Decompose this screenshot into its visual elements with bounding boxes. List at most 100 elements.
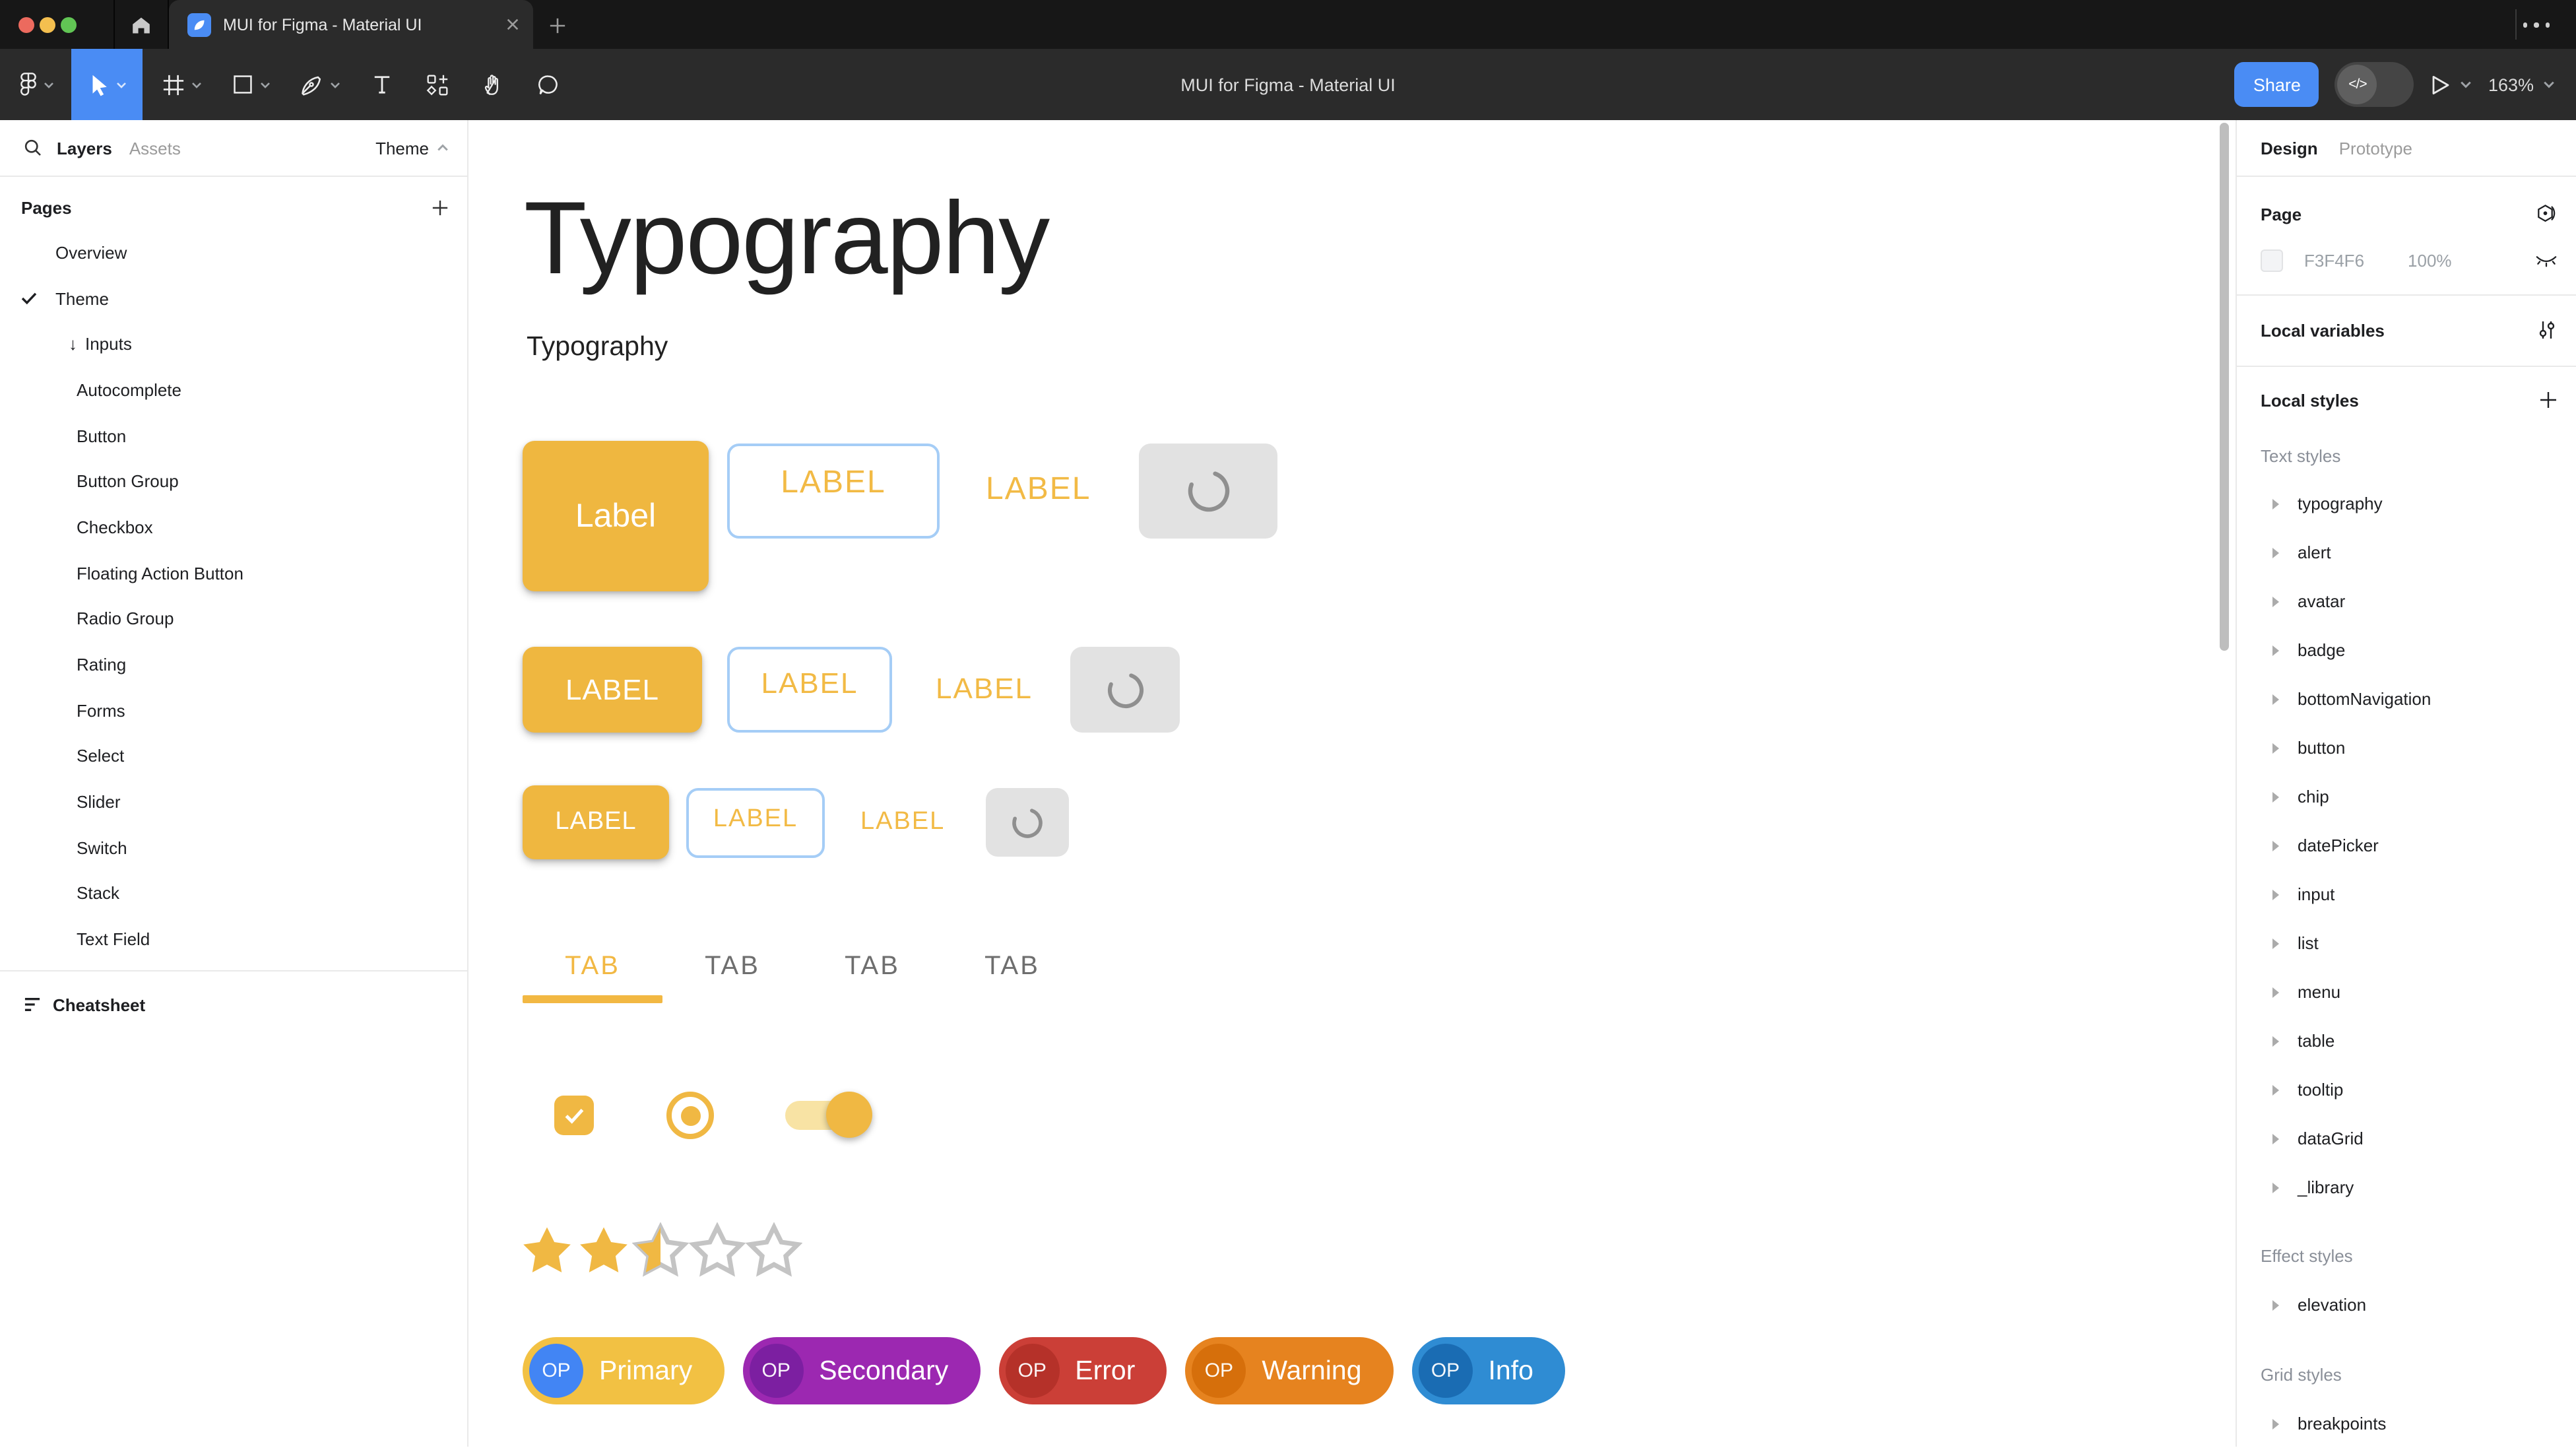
tab-design[interactable]: Design: [2261, 138, 2318, 158]
grid-style-breakpoints[interactable]: breakpoints: [2237, 1399, 2576, 1448]
text-button-small[interactable]: LABEL: [860, 808, 946, 836]
pen-tool-button[interactable]: [290, 49, 348, 120]
chevron-down-icon[interactable]: [2461, 81, 2472, 88]
sidebar-page-select[interactable]: Select: [0, 733, 467, 779]
radio-button-checked[interactable]: [666, 1092, 714, 1139]
text-style-datagrid[interactable]: dataGrid: [2237, 1114, 2576, 1163]
sidebar-page-button[interactable]: Button: [0, 413, 467, 459]
canvas-scrollbar[interactable]: [2220, 123, 2229, 651]
text-style-input[interactable]: input: [2237, 870, 2576, 919]
tab-layers[interactable]: Layers: [57, 138, 112, 158]
disclosure-triangle-icon[interactable]: [2272, 1036, 2279, 1046]
sidebar-page-inputs[interactable]: ↓ Inputs: [0, 321, 467, 367]
close-window-button[interactable]: [18, 17, 34, 33]
canvas-tab-1[interactable]: TAB: [523, 929, 662, 1003]
current-page-selector[interactable]: Theme: [375, 138, 449, 158]
design-canvas[interactable]: Typography Typography Label LABEL LABEL …: [468, 120, 2236, 1447]
sidebar-page-floating-action-button[interactable]: Floating Action Button: [0, 550, 467, 596]
sidebar-page-rating[interactable]: Rating: [0, 642, 467, 687]
text-style-list[interactable]: list: [2237, 919, 2576, 968]
sidebar-page-stack[interactable]: Stack: [0, 871, 467, 916]
outlined-button-small[interactable]: LABEL: [686, 788, 825, 858]
contained-button-large[interactable]: Label: [523, 441, 709, 591]
chip-info[interactable]: OP Info: [1411, 1337, 1565, 1404]
switch-on[interactable]: [785, 1092, 872, 1138]
loading-button-large[interactable]: [1139, 444, 1277, 539]
contained-button-medium[interactable]: LABEL: [523, 647, 702, 733]
hand-tool-button[interactable]: [470, 49, 515, 120]
disclosure-triangle-icon[interactable]: [2272, 1084, 2279, 1095]
sidebar-page-theme[interactable]: Theme: [0, 275, 467, 321]
move-tool-button[interactable]: [71, 49, 143, 120]
frame-tool-button[interactable]: [153, 49, 211, 120]
text-style-button[interactable]: button: [2237, 723, 2576, 772]
chip-secondary[interactable]: OP Secondary: [742, 1337, 981, 1404]
figma-menu-button[interactable]: [13, 49, 61, 120]
tab-assets[interactable]: Assets: [129, 138, 181, 158]
loading-button-medium[interactable]: [1070, 647, 1180, 733]
resources-tool-button[interactable]: [414, 49, 459, 120]
outlined-button-medium[interactable]: LABEL: [727, 647, 892, 733]
add-page-button[interactable]: [432, 199, 449, 216]
sidebar-page-text-field[interactable]: Text Field: [0, 917, 467, 962]
chip-warning[interactable]: OP Warning: [1185, 1337, 1394, 1404]
disclosure-triangle-icon[interactable]: [2272, 645, 2279, 655]
dev-mode-toggle[interactable]: </>: [2334, 62, 2414, 107]
minimize-window-button[interactable]: [40, 17, 55, 33]
contained-button-small[interactable]: LABEL: [523, 785, 669, 859]
canvas-tab-4[interactable]: TAB: [942, 929, 1082, 1003]
page-color-hex[interactable]: F3F4F6: [2304, 250, 2365, 270]
comment-tool-button[interactable]: [525, 49, 570, 120]
variables-icon[interactable]: [2536, 319, 2558, 341]
present-play-button[interactable]: [2430, 73, 2451, 96]
sidebar-page-checkbox[interactable]: Checkbox: [0, 504, 467, 550]
text-style--library[interactable]: _library: [2237, 1163, 2576, 1212]
outlined-button-large[interactable]: LABEL: [727, 444, 940, 539]
text-tool-button[interactable]: [359, 49, 404, 120]
text-button-medium[interactable]: LABEL: [936, 672, 1033, 705]
star-icon-full[interactable]: [575, 1222, 632, 1280]
sidebar-page-radio-group[interactable]: Radio Group: [0, 596, 467, 642]
text-style-chip[interactable]: chip: [2237, 772, 2576, 821]
disclosure-triangle-icon[interactable]: [2272, 498, 2279, 509]
sidebar-page-slider[interactable]: Slider: [0, 779, 467, 825]
page-color-swatch[interactable]: [2261, 249, 2283, 271]
disclosure-triangle-icon[interactable]: [2272, 1133, 2279, 1144]
hidden-eye-icon[interactable]: [2535, 251, 2558, 269]
disclosure-triangle-icon[interactable]: [2272, 840, 2279, 851]
disclosure-triangle-icon[interactable]: [2272, 596, 2279, 607]
zoom-menu[interactable]: 163%: [2488, 75, 2555, 94]
disclosure-triangle-icon[interactable]: [2272, 889, 2279, 900]
text-style-typography[interactable]: typography: [2237, 479, 2576, 528]
tab-prototype[interactable]: Prototype: [2338, 138, 2412, 158]
disclosure-triangle-icon[interactable]: [2272, 547, 2279, 558]
star-icon-half[interactable]: [632, 1222, 689, 1280]
effect-style-elevation[interactable]: elevation: [2237, 1280, 2576, 1329]
sidebar-page-forms[interactable]: Forms: [0, 688, 467, 733]
text-button-large[interactable]: LABEL: [986, 471, 1091, 507]
checkbox-checked[interactable]: [554, 1096, 594, 1135]
home-tab[interactable]: [115, 0, 168, 49]
text-style-datepicker[interactable]: datePicker: [2237, 821, 2576, 870]
text-style-table[interactable]: table: [2237, 1016, 2576, 1065]
disclosure-triangle-icon[interactable]: [2272, 1182, 2279, 1193]
loading-button-small[interactable]: [986, 788, 1069, 857]
page-color-row[interactable]: F3F4F6 100%: [2237, 247, 2576, 273]
chip-error[interactable]: OP Error: [998, 1337, 1167, 1404]
search-icon[interactable]: [24, 139, 42, 157]
share-button[interactable]: Share: [2234, 62, 2319, 107]
file-tab[interactable]: MUI for Figma - Material UI: [169, 0, 533, 49]
canvas-tab-2[interactable]: TAB: [662, 929, 802, 1003]
text-style-alert[interactable]: alert: [2237, 528, 2576, 577]
text-style-menu[interactable]: menu: [2237, 968, 2576, 1016]
shape-tool-button[interactable]: [222, 49, 280, 120]
disclosure-triangle-icon[interactable]: [2272, 791, 2279, 802]
disclosure-triangle-icon[interactable]: [2272, 1418, 2279, 1429]
text-style-tooltip[interactable]: tooltip: [2237, 1065, 2576, 1114]
chip-primary[interactable]: OP Primary: [523, 1337, 724, 1404]
canvas-tab-3[interactable]: TAB: [802, 929, 942, 1003]
sidebar-page-button-group[interactable]: Button Group: [0, 459, 467, 504]
disclosure-triangle-icon[interactable]: [2272, 1300, 2279, 1310]
disclosure-triangle-icon[interactable]: [2272, 742, 2279, 753]
sidebar-page-autocomplete[interactable]: Autocomplete: [0, 367, 467, 412]
